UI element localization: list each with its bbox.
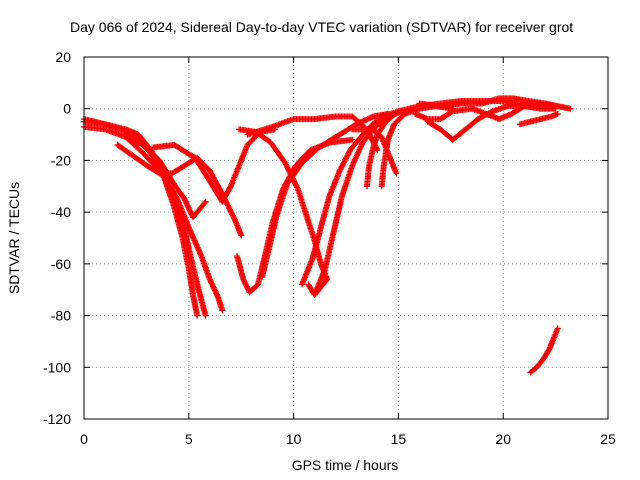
chart-title: Day 066 of 2024, Sidereal Day-to-day VTE… bbox=[70, 19, 573, 35]
data-point-markers bbox=[364, 108, 402, 190]
axis-ticks: 0 5 10 15 20 25 -120 -100 -80 -60 -40 -20 0 20 bbox=[43, 49, 616, 447]
data-point-markers bbox=[150, 126, 278, 205]
y-tick-label: -60 bbox=[51, 256, 71, 272]
data-point-markers bbox=[517, 110, 561, 128]
x-tick-label: 10 bbox=[286, 431, 302, 447]
x-tick-label: 25 bbox=[600, 431, 616, 447]
y-tick-label: -20 bbox=[51, 152, 71, 168]
y-tick-label: -120 bbox=[43, 411, 71, 427]
data-point-markers bbox=[412, 103, 544, 123]
y-tick-label: 0 bbox=[63, 101, 71, 117]
y-tick-label: -40 bbox=[51, 204, 71, 220]
data-point-markers bbox=[299, 113, 393, 288]
y-axis-label: SDTVAR / TECUs bbox=[6, 182, 22, 294]
series-track-20 bbox=[517, 110, 561, 128]
series-track-11 bbox=[299, 113, 393, 288]
series-track-12 bbox=[311, 108, 406, 298]
x-tick-label: 0 bbox=[80, 431, 88, 447]
series-track-6 bbox=[150, 126, 278, 205]
series-track-5 bbox=[122, 131, 209, 221]
x-tick-label: 5 bbox=[185, 431, 193, 447]
y-tick-label: 20 bbox=[55, 49, 71, 65]
series-track-19 bbox=[416, 95, 574, 112]
data-point-markers bbox=[416, 95, 574, 112]
data-point-markers bbox=[259, 110, 391, 280]
grid-lines bbox=[84, 57, 608, 419]
y-tick-label: -80 bbox=[51, 308, 71, 324]
data-point-markers bbox=[311, 108, 406, 298]
series-track-14 bbox=[364, 108, 402, 190]
series-track-21 bbox=[527, 325, 561, 376]
plot-frame bbox=[83, 56, 609, 420]
series-track-9 bbox=[259, 110, 391, 280]
data-point-markers bbox=[527, 325, 561, 376]
x-tick-label: 15 bbox=[391, 431, 407, 447]
x-axis-label: GPS time / hours bbox=[292, 457, 399, 473]
x-tick-label: 20 bbox=[495, 431, 511, 447]
data-series bbox=[81, 95, 574, 376]
y-tick-label: -100 bbox=[43, 359, 71, 375]
series-track-18 bbox=[412, 103, 544, 123]
data-point-markers bbox=[122, 131, 209, 221]
